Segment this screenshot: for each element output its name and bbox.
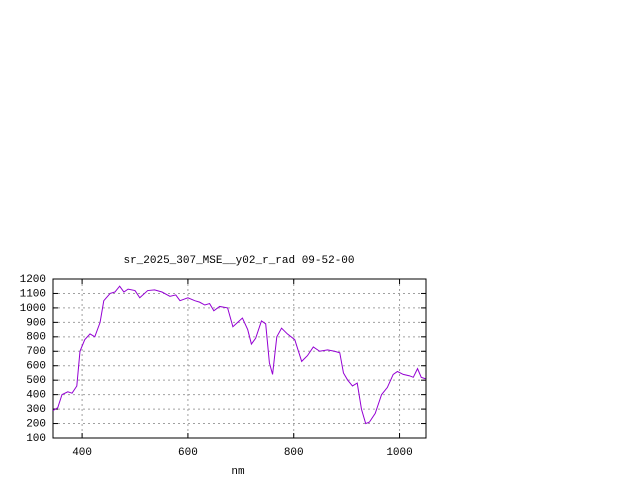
x-axis-label: nm [231,466,245,478]
y-tick-label: 200 [26,418,46,430]
x-tick-label: 600 [178,447,198,459]
x-tick-label: 400 [72,447,92,459]
y-tick-label: 1000 [20,303,46,315]
y-tick-label: 900 [26,317,46,329]
y-tick-label: 100 [26,433,46,445]
y-tick-label: 600 [26,361,46,373]
y-tick-label: 700 [26,346,46,358]
data-line [52,285,426,425]
y-tick-label: 400 [26,390,46,402]
y-tick-label: 1100 [20,288,46,300]
y-tick-label: 500 [26,375,46,387]
x-tick-label: 1000 [386,447,412,459]
y-tick-label: 800 [26,332,46,344]
y-tick-label: 300 [26,404,46,416]
y-tick-label: 1200 [20,274,46,286]
chart-title: sr_2025_307_MSE__y02_r_rad 09-52-00 [123,255,354,267]
plot-frame [52,278,427,439]
x-tick-label: 800 [284,447,304,459]
